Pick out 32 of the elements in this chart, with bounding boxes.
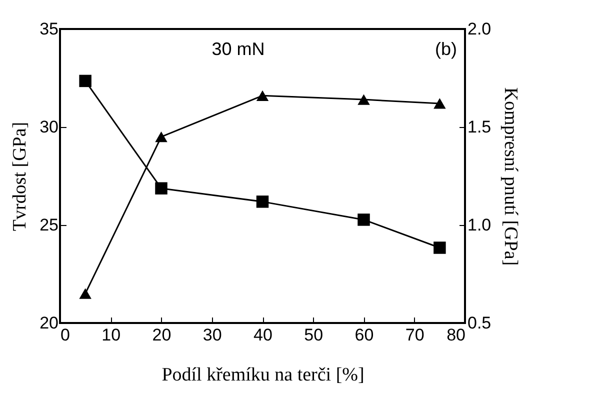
y2-tick-label: 0.5: [468, 314, 492, 332]
point: [155, 131, 168, 142]
x-tick-label: 10: [102, 326, 121, 344]
y-tick-label: 25: [40, 216, 58, 234]
x-tick-label: 30: [202, 326, 222, 344]
x-tick-label: 0: [60, 326, 70, 344]
y-tick-label: 30: [40, 118, 58, 136]
y2-axis-title: Kompresní pnutí [GPa]: [500, 87, 522, 266]
point: [155, 182, 168, 194]
point: [358, 214, 370, 226]
y2-tick-label: 1.5: [468, 118, 492, 136]
point: [256, 90, 269, 101]
point: [79, 74, 92, 88]
annotation: (b): [435, 39, 457, 59]
y-tick-label: 20: [40, 314, 58, 332]
y2-tick-label: 1.0: [468, 216, 492, 234]
point: [434, 242, 446, 254]
x-tick-label: 70: [405, 326, 424, 344]
x-tick-label: 50: [304, 326, 324, 344]
annotation: 30 mN: [212, 39, 265, 59]
point: [434, 98, 446, 109]
x-tick-label: 20: [152, 326, 172, 344]
x-tick-label: 60: [354, 326, 374, 344]
point: [358, 94, 370, 105]
y2-tick-label: 2.0: [468, 20, 492, 38]
y-tick-label: 35: [40, 20, 58, 38]
point: [256, 196, 269, 208]
x-tick-label: 40: [254, 326, 272, 344]
x-tick-label: 80: [446, 326, 466, 344]
y-axis-title: Tvrdost [GPa]: [10, 122, 31, 232]
point: [79, 288, 92, 299]
x-axis-title: Podíl křemíku na terči [%]: [162, 364, 364, 386]
